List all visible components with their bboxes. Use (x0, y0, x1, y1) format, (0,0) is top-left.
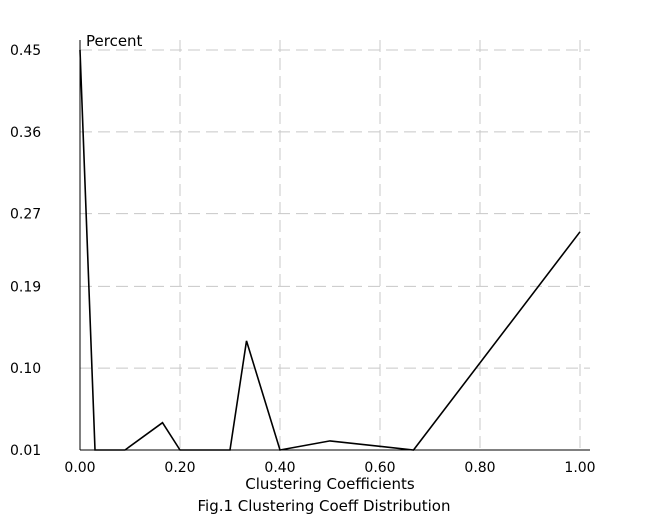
x-tick-label: 0.00 (64, 460, 95, 476)
x-tick-label: 0.40 (264, 460, 295, 476)
chart-title: Fig.1 Clustering Coeff Distribution (197, 497, 450, 515)
axes (79, 40, 590, 451)
x-tick-label: 1.00 (564, 460, 595, 476)
series (79, 49, 581, 451)
y-tick-label: 0.36 (10, 125, 41, 141)
series-line (79, 49, 581, 451)
y-tick-label: 0.27 (10, 207, 41, 223)
y-tick-label: 0.10 (10, 361, 41, 377)
y-axis-title: Percent (86, 32, 143, 50)
y-tick-label: 0.45 (10, 43, 41, 59)
grid-lines (80, 40, 590, 450)
x-tick-label: 0.20 (164, 460, 195, 476)
x-tick-label: 0.60 (364, 460, 395, 476)
x-tick-labels: 0.00 0.20 0.40 0.60 0.80 1.00 (64, 460, 595, 476)
y-tick-labels: 0.01 0.10 0.19 0.27 0.36 0.45 (10, 43, 41, 459)
x-axis-title: Clustering Coefficients (245, 475, 415, 493)
y-tick-label: 0.01 (10, 443, 41, 459)
y-tick-label: 0.19 (10, 279, 41, 295)
x-tick-label: 0.80 (464, 460, 495, 476)
